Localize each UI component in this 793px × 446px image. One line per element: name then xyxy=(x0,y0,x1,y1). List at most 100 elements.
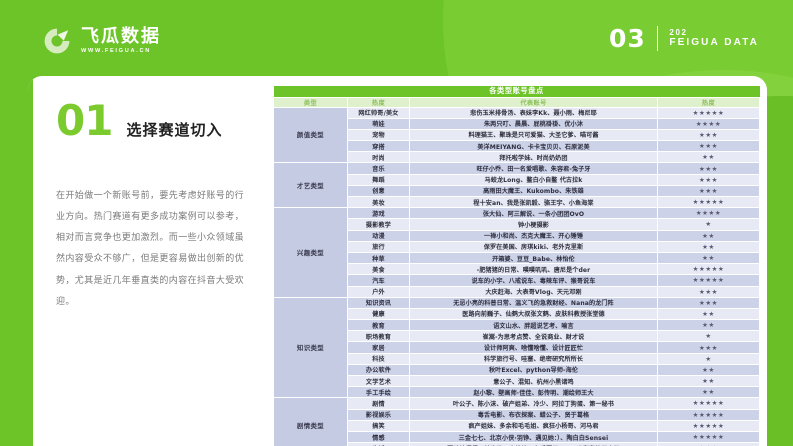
table-row: 情感 三金七七、北京小侠·羽铮、遇见她：）、陶白白Sensei ★★★★★ xyxy=(274,430,761,444)
heat-rating-cell: ★★★ xyxy=(656,140,761,153)
subcategory-cell: 宠物 xyxy=(347,128,410,142)
representative-accounts-cell: 一禅小和尚、杰克大魔王、开心锤锤 xyxy=(409,229,658,242)
table-row: 种草 开箱婆、豆豆_Babe、林怡伦 ★★ xyxy=(274,251,761,265)
table-row: 知识类型 知识资讯 无忌小亮的科普日常、温义飞的急救财经、Nana的龙门阵 ★★★ xyxy=(273,296,761,399)
category-cell: 兴趣类型 xyxy=(273,207,348,298)
heat-rating-cell: ★★★★★ xyxy=(656,408,761,421)
subcategory-cell: 科技 xyxy=(347,352,410,365)
page-brand-name: FEIGUA DATA xyxy=(669,37,759,49)
heat-rating-cell: ★★ xyxy=(656,251,761,265)
subcategory-cell: 文学艺术 xyxy=(347,374,410,388)
subcategory-cell: 户外 xyxy=(347,285,410,298)
heat-rating-cell: ★★★ xyxy=(656,173,761,186)
account-overview-table: 各类型账号盘点 类型 热度 代表账号 热度 颜值类型 网红帅哥/美女 悲伤玉米排骨汤、表妹李K… xyxy=(273,86,761,446)
category-cell: 剧情类型 xyxy=(273,397,348,446)
table-row: 美妆 程十安an、我是张凯毅、骆王宇、小鱼海棠 ★★★★★ xyxy=(274,195,761,209)
heat-rating-cell: ★★★ xyxy=(656,296,761,309)
heat-rating-cell: ★★★★★ xyxy=(656,274,761,287)
table-row: 创意 高雨田大魔王、Kukombo、朱铁雄 ★★★ xyxy=(274,184,761,198)
page-number-block: 03 202 FEIGUA DATA xyxy=(609,24,759,53)
subcategory-cell: 时尚 xyxy=(347,151,410,164)
representative-accounts-cell: 秋叶Excel、python导师-海伦 xyxy=(409,363,658,377)
subcategory-cell: 种草 xyxy=(347,251,410,265)
table-row: 时尚 拜托啦学妹、时尚奶奶团 ★★ xyxy=(274,151,761,164)
subcategory-cell: 搞笑 xyxy=(347,419,410,432)
subcategory-cell: 汽车 xyxy=(347,274,410,287)
representative-accounts-cell: 朱两只叮、晨晨、屁桃褂褂、优小沐 xyxy=(409,117,658,130)
table-row: 剧情类型 剧情 叶公子、陈小沫、破产姐弟、冷少、阿拉丁狗蛋、第一秘书 ★★★★★ xyxy=(273,397,761,446)
representative-accounts-cell: 叶公子、陈小沫、破产姐弟、冷少、阿拉丁狗蛋、第一秘书 xyxy=(409,397,658,410)
representative-accounts-cell: 疯产姐妹、多余和毛毛姐、疯狂小杨哥、河马君 xyxy=(409,419,658,432)
subcategory-cell: 游戏 xyxy=(347,207,410,220)
representative-accounts-cell: 医路向前巍子、仙鹤大叔张文鹤、皮肤科教授张堂德 xyxy=(409,307,658,321)
left-text-column: 01 选择赛道切入 在开始做一个新账号前，要先考虑好账号的行业方向。热门赛道有更… xyxy=(28,76,266,446)
heat-rating-cell: ★★ xyxy=(656,151,761,164)
column-header-1: 热度 xyxy=(347,96,410,108)
representative-accounts-cell: 旺仔小乔、田一名爱唱歌、朱容君-兔子牙 xyxy=(409,162,658,175)
category-cell: 知识类型 xyxy=(273,296,348,399)
table-row: 旅行 保罗在美国、房琪kiki、老外克里斯 ★★ xyxy=(274,240,761,253)
table-row: 户外 大庆赶海、大表哥Vlog、天元邓刚 ★★★ xyxy=(274,285,761,298)
representative-accounts-cell: 赵小黎、壁画师·佳佳、彭传明、潮绘师王大 xyxy=(409,386,658,399)
table-row: 教育 语文山水、胖超说艺考、喻言 ★★ xyxy=(274,319,761,332)
table-row: 萌娃 朱两只叮、晨晨、屁桃褂褂、优小沐 ★★★★ xyxy=(274,117,761,130)
heat-rating-cell: ★★ xyxy=(656,229,761,242)
table-row: 文学艺术 意公子、混知、杭州小黑诸鸣 ★★ xyxy=(274,374,761,388)
table-row: 舞蹈 马蛟龙Long、鳌白小自鳌 代古拉k ★★★ xyxy=(274,173,761,186)
representative-accounts-cell: 程十安an、我是张凯毅、骆王宇、小鱼海棠 xyxy=(409,195,658,209)
subcategory-cell: 旅行 xyxy=(347,240,410,253)
section-number: 01 xyxy=(56,96,113,145)
representative-accounts-cell: 拜托啦学妹、时尚奶奶团 xyxy=(409,151,658,164)
subcategory-cell: 职场教育 xyxy=(347,330,410,343)
table-row: 手工手绘 赵小黎、壁画师·佳佳、彭传明、潮绘师王大 ★★ xyxy=(274,386,761,399)
subcategory-cell: 生活 xyxy=(347,442,410,446)
representative-accounts-cell: 悲伤玉米排骨汤、表妹李Kk、聂小雨、梅尼耶 xyxy=(409,106,658,119)
subcategory-cell: 美妆 xyxy=(347,195,410,209)
representative-accounts-cell: 毒舌电影、布衣探案、蜡公子、贤于葛格 xyxy=(409,408,658,421)
representative-accounts-cell: 保罗在美国、房琪kiki、老外克里斯 xyxy=(409,240,658,253)
table-row: 颜值类型 网红帅哥/美女 悲伤玉米排骨汤、表妹李Kk、聂小雨、梅尼耶 ★★★★★ xyxy=(273,106,761,164)
subcategory-cell: 情感 xyxy=(347,430,410,444)
subcategory-cell: 美食 xyxy=(347,263,410,276)
representative-accounts-cell: 开箱婆、豆豆_Babe、林怡伦 xyxy=(409,251,658,265)
table-row: 摄影教学 钟小梗摄影 ★ xyxy=(274,218,761,231)
table-title-row: 各类型账号盘点 xyxy=(273,86,760,97)
section-heading: 01 选择赛道切入 xyxy=(56,100,244,142)
table-title: 各类型账号盘点 xyxy=(273,86,760,97)
table-row: 动漫 一禅小和尚、杰克大魔王、开心锤锤 ★★ xyxy=(274,229,761,242)
representative-accounts-cell: 说车的小宇、八戒说车、毒辣车评、猴哥说车 xyxy=(409,274,658,287)
content-card: 01 选择赛道切入 在开始做一个新账号前，要先考虑好账号的行业方向。热门赛道有更… xyxy=(28,76,767,446)
section-title: 选择赛道切入 xyxy=(126,121,223,139)
heat-rating-cell: ★★★ xyxy=(656,442,761,446)
representative-accounts-cell: 马蛟龙Long、鳌白小自鳌 代古拉k xyxy=(409,173,658,186)
subcategory-cell: 音乐 xyxy=(347,162,410,175)
heat-rating-cell: ★★ xyxy=(656,363,761,377)
heat-rating-cell: ★★★★★ xyxy=(656,263,761,276)
section-body-text: 在开始做一个新账号前，要先考虑好账号的行业方向。热门赛道有更多成功案例可以参考，… xyxy=(56,191,245,307)
account-table-wrapper: 各类型账号盘点 类型 热度 代表账号 热度 颜值类型 网红帅哥/美女 悲伤玉米排骨汤、表妹李K… xyxy=(273,86,761,446)
representative-accounts-cell: 崔嵩-为思考点赞、全说商业、财才说 xyxy=(409,330,658,343)
heat-rating-cell: ★★★ xyxy=(656,128,761,142)
heat-rating-cell: ★★★★★ xyxy=(656,419,761,432)
subcategory-cell: 知识资讯 xyxy=(347,296,410,309)
representative-accounts-cell: 意公子、混知、杭州小黑诸鸣 xyxy=(409,374,658,388)
column-header-3: 热度 xyxy=(656,96,761,108)
representative-accounts-cell: 设计师阿爽、啥懂啥懂、设计匠匠忙 xyxy=(409,341,658,354)
table-row: 才艺类型 音乐 旺仔小乔、田一名爱唱歌、朱容君-兔子牙 ★★★ xyxy=(273,162,761,209)
heat-rating-cell: ★★ xyxy=(656,240,761,253)
category-cell: 才艺类型 xyxy=(273,162,348,209)
brand-logo: 飞瓜数据 WWW.FEIGUA.CN xyxy=(42,26,161,56)
heat-rating-cell: ★ xyxy=(656,330,761,343)
subcategory-cell: 办公软件 xyxy=(347,363,410,377)
heat-rating-cell: ★ xyxy=(656,352,761,365)
subcategory-cell: 影视娱乐 xyxy=(347,408,410,421)
subcategory-cell: 家居 xyxy=(347,341,410,354)
subcategory-cell: 萌娃 xyxy=(347,117,410,130)
subcategory-cell: 健康 xyxy=(347,307,410,321)
heat-rating-cell: ★★ xyxy=(656,374,761,388)
representative-accounts-cell: 语文山水、胖超说艺考、喻言 xyxy=(409,319,658,332)
column-header-0: 类型 xyxy=(273,96,348,108)
logo-website-url: WWW.FEIGUA.CN xyxy=(81,48,151,55)
page-year: 202 xyxy=(669,27,688,37)
